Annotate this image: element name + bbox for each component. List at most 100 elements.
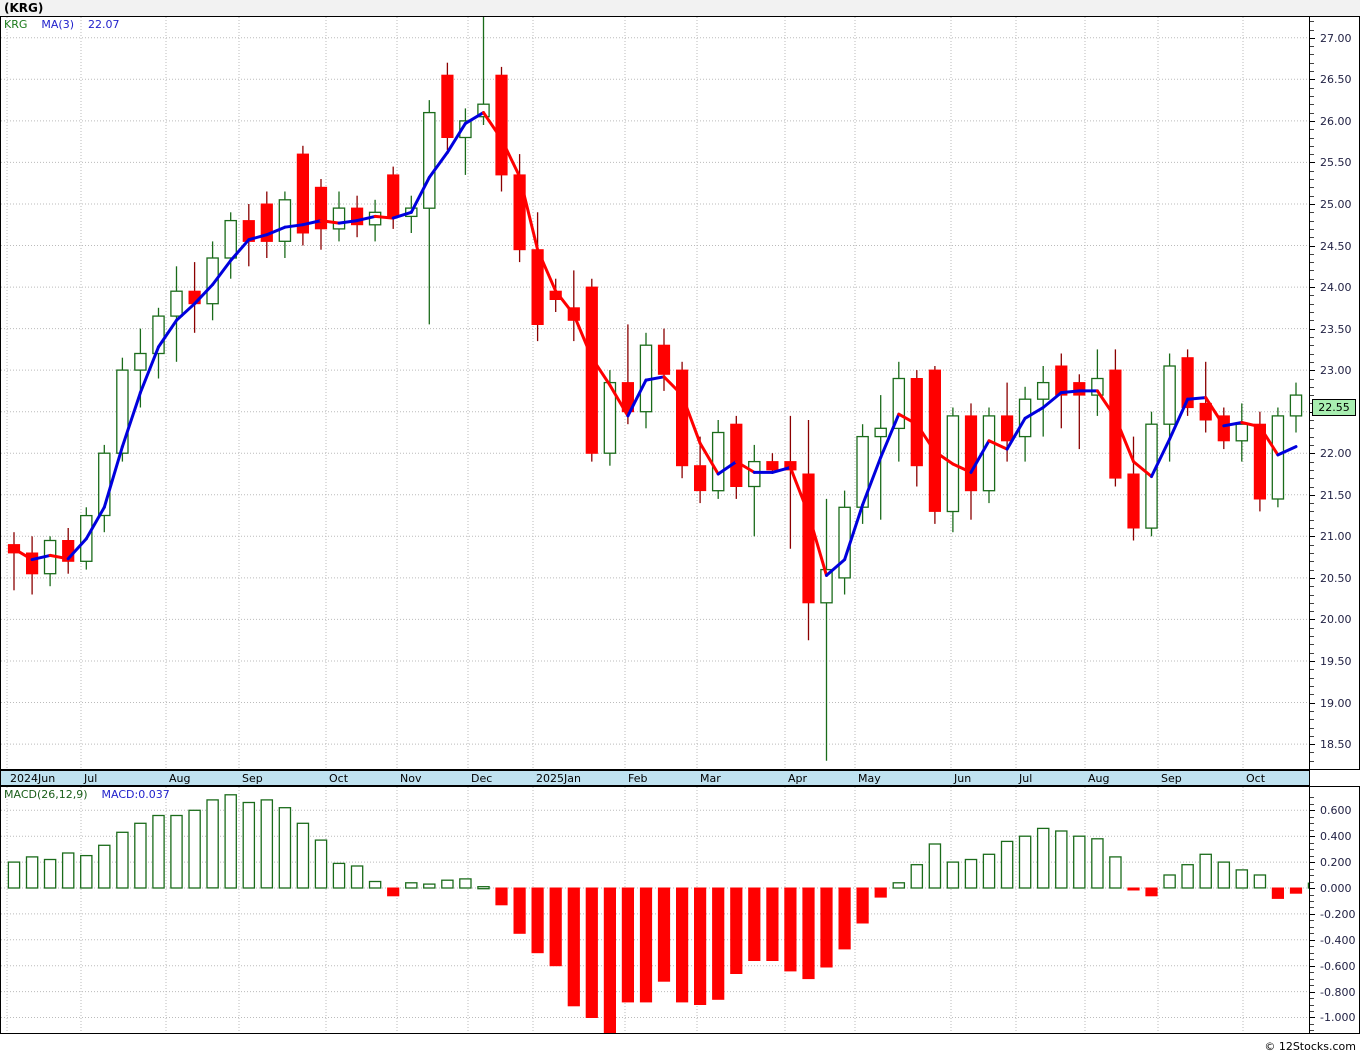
current-price-badge: 22.55 [1312, 398, 1356, 416]
macd-chart-canvas [1, 787, 1309, 1033]
price-legend: KRG MA(3) 22.07 [4, 19, 120, 31]
axis-minor-tick [1310, 842, 1314, 844]
axis-minor-tick [1310, 677, 1314, 679]
axis-tick-label: 20.50 [1320, 571, 1352, 585]
page-title: (KRG) [4, 1, 44, 15]
axis-minor-tick [1310, 336, 1314, 338]
axis-minor-tick [1310, 187, 1314, 189]
axis-minor-tick [1310, 1030, 1314, 1032]
axis-tick-label: 22.00 [1320, 447, 1352, 461]
axis-minor-tick [1310, 486, 1314, 488]
axis-minor-tick [1310, 220, 1314, 222]
axis-minor-tick [1310, 478, 1314, 480]
axis-tick [1310, 1017, 1315, 1019]
axis-minor-tick [1310, 933, 1314, 935]
axis-minor-tick [1310, 54, 1314, 56]
axis-minor-tick [1310, 461, 1314, 463]
date-axis-label: Sep [242, 772, 263, 785]
axis-tick-label: -0.800 [1320, 985, 1356, 999]
axis-minor-tick [1310, 378, 1314, 380]
date-axis-label: Mar [700, 772, 721, 785]
axis-tick [1310, 965, 1315, 967]
axis-tick-label: 19.50 [1320, 654, 1352, 668]
axis-minor-tick [1310, 946, 1314, 948]
title-bar: (KRG) [0, 0, 1360, 16]
date-axis-label: Sep [1161, 772, 1182, 785]
axis-tick-label: 26.00 [1320, 114, 1352, 128]
axis-minor-tick [1310, 952, 1314, 954]
axis-minor-tick [1310, 727, 1314, 729]
axis-minor-tick [1310, 881, 1314, 883]
axis-minor-tick [1310, 985, 1314, 987]
axis-minor-tick [1310, 868, 1314, 870]
axis-minor-tick [1310, 320, 1314, 322]
axis-tick [1310, 744, 1315, 746]
price-chart-panel[interactable] [0, 16, 1310, 770]
macd-chart-panel[interactable] [0, 786, 1310, 1034]
date-axis-label: Jun [954, 772, 972, 785]
axis-minor-tick [1310, 179, 1314, 180]
axis-minor-tick [1310, 719, 1314, 721]
axis-minor-tick [1310, 436, 1314, 438]
axis-minor-tick [1310, 71, 1314, 72]
macd-legend: MACD(26,12,9) MACD:0.037 [4, 789, 170, 801]
axis-tick-label: 19.00 [1320, 696, 1352, 710]
axis-tick [1310, 494, 1315, 496]
date-axis-label: Dec [471, 772, 493, 785]
axis-tick [1310, 702, 1315, 704]
axis-minor-tick [1310, 972, 1314, 974]
axis-minor-tick [1310, 1004, 1314, 1006]
axis-tick-label: 24.50 [1320, 239, 1352, 253]
axis-tick-label: 25.00 [1320, 197, 1352, 211]
axis-minor-tick [1310, 553, 1314, 554]
axis-tick [1310, 887, 1315, 889]
axis-minor-tick [1310, 386, 1314, 388]
axis-tick [1310, 162, 1315, 164]
macd-legend-name: MACD(26,12,9) [4, 788, 88, 801]
axis-tick [1310, 287, 1315, 289]
axis-tick-label: -1.000 [1320, 1011, 1356, 1025]
axis-minor-tick [1310, 900, 1314, 902]
axis-tick [1310, 939, 1315, 941]
axis-tick-label: 18.50 [1320, 738, 1352, 752]
axis-tick-label: -0.400 [1320, 933, 1356, 947]
axis-minor-tick [1310, 752, 1314, 754]
axis-tick [1310, 836, 1315, 838]
axis-minor-tick [1310, 87, 1314, 89]
axis-minor-tick [1310, 154, 1314, 156]
legend-symbol: KRG [4, 18, 28, 31]
footer [0, 1034, 1360, 1056]
axis-minor-tick [1310, 295, 1314, 297]
axis-tick-label: 24.00 [1320, 281, 1352, 295]
axis-tick-label: 20.00 [1320, 613, 1352, 627]
axis-tick-label: 21.00 [1320, 530, 1352, 544]
date-axis-label: Apr [788, 772, 808, 785]
axis-minor-tick [1310, 998, 1314, 999]
axis-minor-tick [1310, 361, 1314, 363]
axis-tick-label: 26.50 [1320, 73, 1352, 87]
axis-tick [1310, 203, 1315, 205]
axis-minor-tick [1310, 528, 1314, 529]
axis-tick [1310, 991, 1315, 993]
axis-minor-tick [1310, 803, 1314, 805]
axis-minor-tick [1310, 894, 1314, 896]
axis-minor-tick [1310, 959, 1314, 961]
axis-tick-label: 23.50 [1320, 322, 1352, 336]
date-axis-label: Jul [1019, 772, 1033, 785]
axis-minor-tick [1310, 685, 1314, 687]
axis-minor-tick [1310, 469, 1314, 471]
axis-tick-label: 21.50 [1320, 488, 1352, 502]
axis-minor-tick [1310, 1011, 1314, 1012]
axis-tick-label: 27.00 [1320, 31, 1352, 45]
axis-tick-label: 0.600 [1320, 804, 1352, 818]
legend-indicator: MA(3) [41, 18, 74, 31]
axis-minor-tick [1310, 395, 1314, 397]
axis-minor-tick [1310, 875, 1314, 876]
axis-minor-tick [1310, 561, 1314, 563]
axis-tick [1310, 453, 1315, 455]
price-y-axis: 27.00 26.50 26.00 25.50 25.00 24.50 24.00 23.50… [1310, 16, 1360, 770]
axis-minor-tick [1310, 129, 1314, 131]
axis-minor-tick [1310, 228, 1314, 230]
axis-minor-tick [1310, 444, 1314, 446]
axis-tick-label: 0.200 [1320, 856, 1352, 870]
